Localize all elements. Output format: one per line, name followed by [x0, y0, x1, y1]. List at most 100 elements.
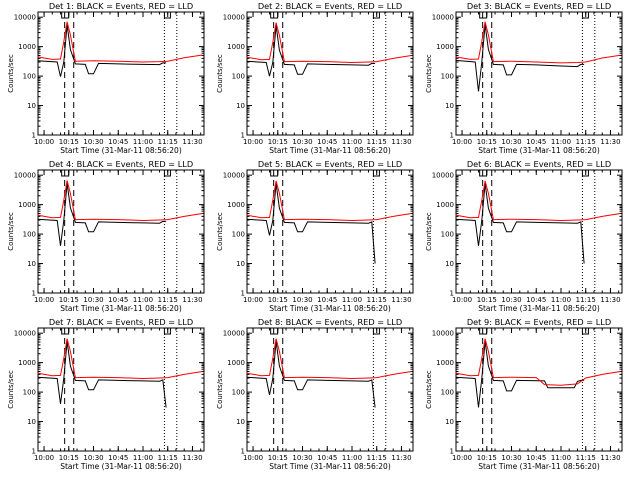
- panel-det-4: Det 4: BLACK = Events, RED = LLD 1 10 100 10…: [7, 159, 205, 313]
- panel-det-6: Det 6: BLACK = Events, RED = LLD 1 10 100 10…: [425, 159, 623, 313]
- x-tick-label: 10:15: [59, 138, 79, 146]
- x-tick-label: 10:45: [108, 138, 128, 146]
- series-line-events: [37, 24, 167, 77]
- x-tick-label: 10:00: [243, 138, 263, 146]
- x-tick-label: 10:15: [59, 296, 79, 304]
- x-tick-label: 10:00: [452, 454, 472, 462]
- panel-det-1: Det 1: BLACK = Events, RED = LLD 1 10 100 10…: [7, 1, 205, 155]
- panel-title: Det 4: BLACK = Events, RED = LLD: [49, 159, 193, 169]
- series-line-lld: [455, 21, 621, 64]
- x-tick-label: 10:15: [59, 454, 79, 462]
- y-axis-label: Counts/sec: [425, 370, 433, 409]
- plot-frame: [455, 11, 623, 136]
- plot-frame: [246, 327, 414, 452]
- x-tick-label: 11:30: [600, 454, 620, 462]
- x-tick-label: 11:00: [551, 138, 571, 146]
- plot-frame: [37, 327, 205, 452]
- series-line-lld: [246, 22, 412, 64]
- plot-frame: [455, 169, 623, 294]
- x-tick-label: 11:00: [133, 138, 153, 146]
- y-axis-label: Counts/sec: [216, 370, 224, 409]
- y-tick-label: 1000: [436, 359, 454, 367]
- y-tick-label: 1000: [18, 201, 36, 209]
- plot-frame: [37, 169, 205, 294]
- x-tick-label: 10:00: [34, 138, 54, 146]
- x-tick-label: 11:15: [367, 138, 387, 146]
- y-tick-label: 10: [445, 260, 454, 268]
- y-axis-label: Counts/sec: [425, 54, 433, 93]
- y-tick-label: 10000: [14, 330, 36, 338]
- y-tick-label: 100: [23, 231, 36, 239]
- y-tick-label: 10000: [223, 172, 245, 180]
- top-marker-bracket: [270, 12, 279, 19]
- y-axis-label: Counts/sec: [7, 370, 15, 409]
- y-tick-label: 1000: [227, 201, 245, 209]
- y-tick-label: 1: [241, 132, 245, 140]
- x-axis-label: Start Time (31-Mar-11 08:56:20): [478, 304, 600, 313]
- panel-det-9: Det 9: BLACK = Events, RED = LLD 1 10 100 10…: [425, 317, 623, 471]
- series-line-lld: [37, 338, 203, 380]
- x-tick-label: 11:15: [576, 138, 596, 146]
- top-marker-bracket: [163, 170, 171, 177]
- series-line-events: [246, 25, 376, 77]
- panel-title: Det 3: BLACK = Events, RED = LLD: [467, 1, 611, 11]
- x-tick-label: 10:00: [452, 296, 472, 304]
- y-axis-label: Counts/sec: [216, 54, 224, 93]
- y-tick-label: 1: [450, 448, 454, 456]
- y-tick-label: 1000: [436, 43, 454, 51]
- top-marker-bracket: [581, 328, 589, 335]
- y-tick-label: 1000: [227, 43, 245, 51]
- y-tick-label: 1000: [18, 359, 36, 367]
- series-line-lld: [246, 180, 412, 222]
- x-tick-label: 10:30: [83, 296, 103, 304]
- panel-title: Det 8: BLACK = Events, RED = LLD: [258, 317, 402, 327]
- y-tick-label: 100: [441, 389, 454, 397]
- series-line-events: [246, 341, 376, 408]
- series-line-lld: [246, 338, 412, 380]
- panel-title: Det 7: BLACK = Events, RED = LLD: [49, 317, 193, 327]
- x-tick-label: 10:45: [526, 296, 546, 304]
- x-tick-label: 10:00: [34, 296, 54, 304]
- top-marker-bracket: [61, 328, 70, 335]
- x-tick-label: 11:30: [391, 138, 411, 146]
- y-tick-label: 1: [32, 290, 36, 298]
- series-line-events: [246, 183, 376, 264]
- y-tick-label: 10: [445, 102, 454, 110]
- y-tick-label: 10: [27, 260, 36, 268]
- x-axis-label: Start Time (31-Mar-11 08:56:20): [478, 146, 600, 155]
- plot-frame: [246, 11, 414, 136]
- x-tick-label: 11:00: [342, 138, 362, 146]
- panel-det-7: Det 7: BLACK = Events, RED = LLD 1 10 100 10…: [7, 317, 205, 471]
- x-tick-label: 10:45: [108, 454, 128, 462]
- panel-det-2: Det 2: BLACK = Events, RED = LLD 1 10 100 10…: [216, 1, 414, 155]
- plot-frame: [37, 11, 205, 136]
- x-tick-label: 11:15: [158, 138, 178, 146]
- y-tick-label: 10000: [223, 14, 245, 22]
- y-axis-label: Counts/sec: [216, 212, 224, 251]
- x-tick-label: 11:00: [133, 454, 153, 462]
- y-tick-label: 1: [450, 132, 454, 140]
- panel-title: Det 6: BLACK = Events, RED = LLD: [467, 159, 611, 169]
- y-tick-label: 10000: [432, 14, 454, 22]
- panel-title: Det 9: BLACK = Events, RED = LLD: [467, 317, 611, 327]
- panel-title: Det 5: BLACK = Events, RED = LLD: [258, 159, 402, 169]
- top-marker-bracket: [372, 12, 380, 19]
- top-marker-bracket: [270, 328, 279, 335]
- top-marker-bracket: [61, 170, 70, 177]
- y-tick-label: 1: [450, 290, 454, 298]
- x-tick-label: 11:00: [133, 296, 153, 304]
- x-tick-label: 10:30: [501, 296, 521, 304]
- y-tick-label: 100: [23, 73, 36, 81]
- top-marker-bracket: [479, 170, 488, 177]
- y-tick-label: 100: [23, 389, 36, 397]
- x-tick-label: 10:15: [268, 138, 288, 146]
- x-axis-label: Start Time (31-Mar-11 08:56:20): [60, 304, 182, 313]
- y-tick-label: 10: [236, 102, 245, 110]
- y-axis-label: Counts/sec: [7, 212, 15, 251]
- x-tick-label: 10:15: [477, 296, 497, 304]
- x-tick-label: 11:15: [158, 296, 178, 304]
- x-tick-label: 10:45: [526, 138, 546, 146]
- x-tick-label: 10:30: [83, 454, 103, 462]
- x-tick-label: 10:30: [501, 138, 521, 146]
